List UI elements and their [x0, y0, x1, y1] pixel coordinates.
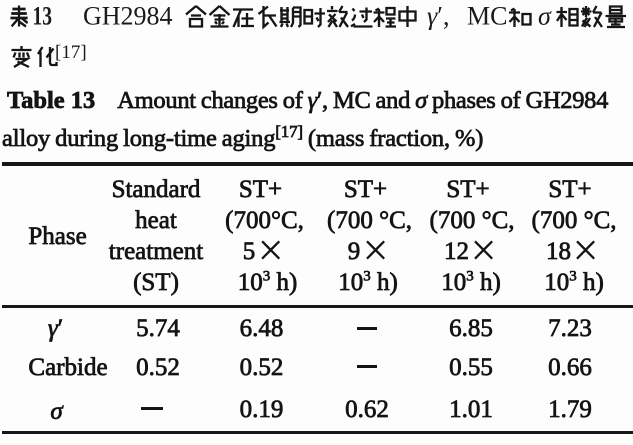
svg-text:[17]: [17] — [55, 42, 87, 63]
svg-text:γ′,: γ′, — [427, 2, 449, 31]
svg-text:13: 13 — [33, 2, 53, 31]
svg-text:GH2984: GH2984 — [83, 2, 173, 31]
svg-text:MC: MC — [467, 2, 507, 31]
svg-text:σ: σ — [538, 2, 552, 31]
